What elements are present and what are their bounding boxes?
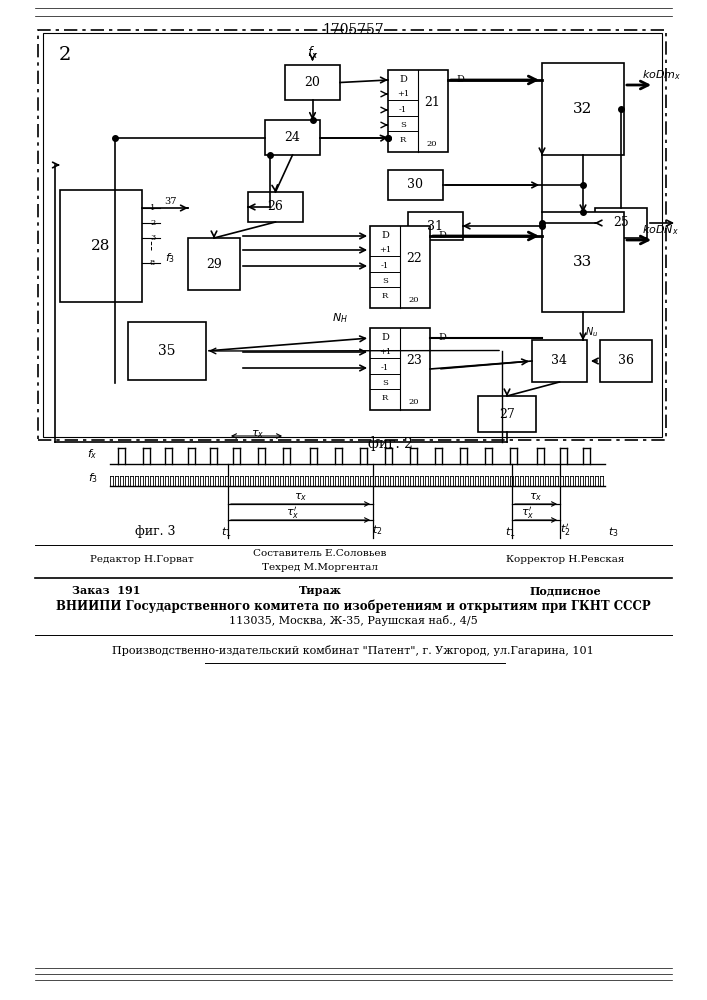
Text: S: S (382, 379, 388, 387)
Bar (265, 120, 320, 155)
Text: 24: 24 (284, 131, 300, 144)
Text: 35: 35 (158, 344, 176, 358)
Text: $\tau_x$: $\tau_x$ (251, 428, 264, 440)
Bar (370, 328, 430, 410)
Text: 26: 26 (267, 200, 284, 214)
Text: D: D (438, 334, 446, 342)
Bar (188, 238, 240, 290)
Text: 22: 22 (406, 252, 422, 265)
Text: фиг. 3: фиг. 3 (135, 526, 175, 538)
Text: $f_3$: $f_3$ (88, 471, 98, 485)
Text: +1: +1 (397, 90, 409, 98)
Text: S: S (382, 277, 388, 285)
Bar (285, 65, 340, 100)
Text: фиг. 2: фиг. 2 (368, 437, 412, 451)
Text: 36: 36 (618, 355, 634, 367)
Text: $\tau_x'$: $\tau_x'$ (521, 505, 534, 521)
Bar (600, 340, 652, 382)
Bar (542, 63, 624, 155)
Bar (43, 33, 662, 437)
Text: S: S (400, 121, 406, 129)
Text: 2: 2 (150, 219, 156, 227)
Text: $\tau_x$: $\tau_x$ (294, 491, 307, 503)
Text: 1: 1 (150, 204, 156, 212)
Text: 32: 32 (573, 102, 592, 116)
Bar (532, 340, 587, 382)
Text: $koDm_x$: $koDm_x$ (642, 68, 682, 82)
Text: 28: 28 (91, 239, 111, 253)
Text: -1: -1 (381, 364, 389, 372)
Text: 29: 29 (206, 257, 222, 270)
Bar (388, 70, 448, 152)
Text: 3: 3 (150, 234, 156, 242)
Text: 8: 8 (150, 259, 156, 267)
Text: Корректор Н.Ревская: Корректор Н.Ревская (506, 556, 624, 564)
Text: $f_x$: $f_x$ (307, 45, 318, 61)
Text: $t_2'$: $t_2'$ (560, 522, 571, 538)
Bar (60, 190, 142, 302)
Text: D: D (438, 232, 446, 240)
Text: 37: 37 (164, 198, 177, 207)
Text: 30: 30 (407, 178, 423, 192)
Text: R: R (382, 394, 388, 402)
Text: $koDN_x$: $koDN_x$ (642, 223, 679, 237)
Bar (478, 396, 536, 432)
Text: R: R (382, 292, 388, 300)
Text: +1: +1 (379, 246, 391, 254)
Text: D: D (381, 232, 389, 240)
Text: Тираж: Тираж (298, 585, 341, 596)
Text: $\tau_x$: $\tau_x$ (530, 491, 543, 503)
Bar (248, 192, 303, 222)
Text: $f_3$: $f_3$ (165, 251, 175, 265)
Text: +1: +1 (379, 348, 391, 356)
Text: $f_x$: $f_x$ (88, 447, 98, 461)
Text: 20: 20 (427, 140, 437, 148)
Text: Составитель Е.Соловьев: Составитель Е.Соловьев (253, 548, 387, 558)
Text: 21: 21 (424, 97, 440, 109)
Text: 33: 33 (573, 255, 592, 269)
Text: $\tau_x'$: $\tau_x'$ (286, 505, 299, 521)
Bar (128, 322, 206, 380)
Text: -1: -1 (381, 262, 389, 270)
Bar (38, 30, 666, 440)
Text: D: D (399, 76, 407, 85)
Text: 31: 31 (428, 220, 443, 232)
Text: 113035, Москва, Ж-35, Раушская наб., 4/5: 113035, Москва, Ж-35, Раушская наб., 4/5 (228, 614, 477, 626)
Bar (542, 212, 624, 312)
Text: -1: -1 (399, 106, 407, 114)
Bar (408, 212, 463, 240)
Text: Заказ  191: Заказ 191 (72, 585, 141, 596)
Text: $N_u$: $N_u$ (585, 325, 599, 339)
Text: 20: 20 (409, 296, 419, 304)
Text: 20: 20 (305, 76, 320, 89)
Text: 25: 25 (613, 217, 629, 230)
Text: D: D (456, 76, 464, 85)
Text: 27: 27 (499, 408, 515, 420)
Text: Редактор Н.Горват: Редактор Н.Горват (90, 556, 194, 564)
Text: Техред М.Моргентал: Техред М.Моргентал (262, 562, 378, 572)
Bar (388, 170, 443, 200)
Text: D: D (381, 334, 389, 342)
Text: 23: 23 (406, 355, 422, 367)
Bar (595, 208, 647, 238)
Text: $t_3$: $t_3$ (608, 525, 619, 539)
Text: 2: 2 (59, 46, 71, 64)
Text: Производственно-издательский комбинат "Патент", г. Ужгород, ул.Гагарина, 101: Производственно-издательский комбинат "П… (112, 645, 594, 656)
Text: $N_H$: $N_H$ (332, 311, 348, 325)
Text: ВНИИПИ Государственного комитета по изобретениям и открытиям при ГКНТ СССР: ВНИИПИ Государственного комитета по изоб… (56, 599, 650, 613)
Text: 34: 34 (551, 355, 568, 367)
Bar (370, 226, 430, 308)
Text: 1705757: 1705757 (322, 23, 384, 37)
Text: $t_1$: $t_1$ (221, 525, 231, 539)
Text: 20: 20 (409, 398, 419, 406)
Text: R: R (400, 136, 406, 144)
Text: $t_1$: $t_1$ (505, 525, 515, 539)
Text: $t_2$: $t_2$ (372, 523, 382, 537)
Text: Подписное: Подписное (529, 585, 601, 596)
